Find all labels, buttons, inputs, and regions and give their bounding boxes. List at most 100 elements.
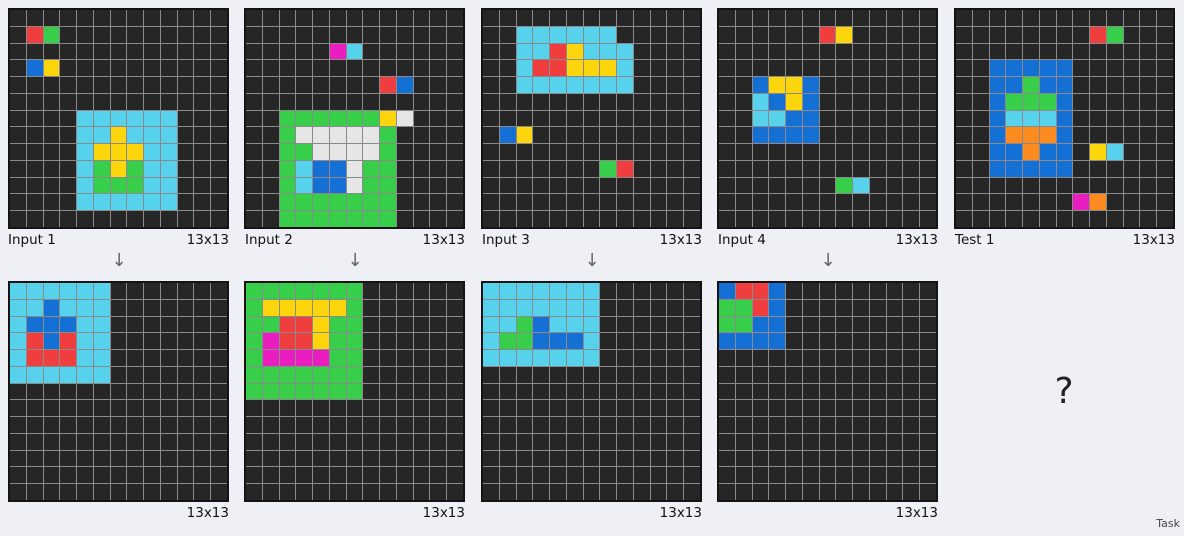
grid-cell [972, 77, 989, 93]
grid-cell [583, 316, 600, 333]
grid-cell [296, 450, 313, 467]
grid-cell [752, 433, 769, 450]
grid-cell [836, 350, 853, 366]
grid-cell [262, 177, 279, 194]
grid-cell [329, 417, 346, 433]
grid-cell [110, 417, 127, 433]
grid-cell [752, 93, 769, 110]
grid-cell [550, 484, 566, 500]
grid-cell [650, 43, 667, 60]
grid-cell [160, 160, 177, 177]
grid-cell [886, 400, 903, 417]
grid-cell [43, 144, 60, 160]
grid-cell [920, 350, 936, 366]
grid-cell [413, 450, 430, 467]
grid-cell [869, 417, 886, 433]
grid-cell [430, 366, 447, 383]
grid-cell [127, 144, 144, 160]
grid-cell [296, 299, 313, 316]
grid-cell [246, 417, 262, 433]
grid-cell [177, 299, 194, 316]
grid-cell [786, 417, 802, 433]
grid-cell [483, 283, 499, 299]
grid-cell [533, 400, 550, 417]
grid-cell [43, 450, 60, 467]
grid-cell [583, 366, 600, 383]
grid-cell [1056, 127, 1073, 144]
grid-cell [363, 283, 380, 299]
grid-cell [499, 144, 516, 160]
grid-cell [380, 43, 396, 60]
grid-cell [617, 77, 633, 93]
grid-cell [650, 77, 667, 93]
grid-cell [346, 366, 363, 383]
grid-cell [956, 144, 972, 160]
grid-cell [430, 467, 447, 484]
grid-cell [26, 450, 43, 467]
grid-cell [10, 211, 26, 227]
output-2-size: 13x13 [422, 505, 465, 521]
grid-cell [93, 110, 110, 127]
grid-cell [329, 26, 346, 43]
grid-cell [516, 127, 533, 144]
grid-cell [279, 484, 296, 500]
grid-cell [144, 177, 160, 194]
output-3-size: 13x13 [659, 505, 702, 521]
grid-cell [296, 400, 313, 417]
grid-cell [447, 144, 463, 160]
grid-cell [516, 350, 533, 366]
grid-cell [396, 400, 413, 417]
grid-cell [1056, 194, 1073, 211]
grid-cell [396, 144, 413, 160]
grid-cell [77, 433, 93, 450]
grid-cell [144, 433, 160, 450]
grid-cell [346, 60, 363, 77]
grid-cell [160, 177, 177, 194]
grid-cell [836, 211, 853, 227]
grid-cell [819, 110, 836, 127]
grid-cell [786, 484, 802, 500]
grid-cell [246, 433, 262, 450]
grid-cell [1006, 194, 1023, 211]
grid-cell [194, 144, 211, 160]
grid-cell [177, 400, 194, 417]
grid-cell [160, 333, 177, 350]
grid-cell [144, 383, 160, 400]
grid-cell [600, 144, 617, 160]
grid-cell [160, 26, 177, 43]
grid-cell [177, 77, 194, 93]
grid-cell [600, 283, 617, 299]
grid-cell [684, 93, 700, 110]
grid-cell [903, 400, 920, 417]
grid-cell [177, 10, 194, 26]
grid-cell [1157, 177, 1173, 194]
grid-cell [633, 283, 650, 299]
grid-cell [819, 299, 836, 316]
grid-cell [447, 400, 463, 417]
grid-cell [886, 194, 903, 211]
grid-cell [211, 60, 227, 77]
grid-cell [60, 127, 77, 144]
grid-cell [516, 177, 533, 194]
grid-cell [10, 299, 26, 316]
grid-cell [989, 127, 1006, 144]
grid-cell [786, 177, 802, 194]
grid-cell [886, 93, 903, 110]
grid-cell [1090, 160, 1106, 177]
grid-cell [60, 177, 77, 194]
grid-cell [160, 433, 177, 450]
grid-cell [566, 26, 583, 43]
grid-cell [77, 316, 93, 333]
grid-cell [869, 467, 886, 484]
grid-cell [617, 383, 633, 400]
grid-cell [60, 299, 77, 316]
grid-cell [211, 43, 227, 60]
grid-cell [26, 177, 43, 194]
grid-cell [499, 333, 516, 350]
grid-cell [650, 316, 667, 333]
grid-cell [684, 160, 700, 177]
grid-cell [144, 127, 160, 144]
grid-cell [786, 211, 802, 227]
grid-cell [413, 417, 430, 433]
grid-cell [819, 211, 836, 227]
